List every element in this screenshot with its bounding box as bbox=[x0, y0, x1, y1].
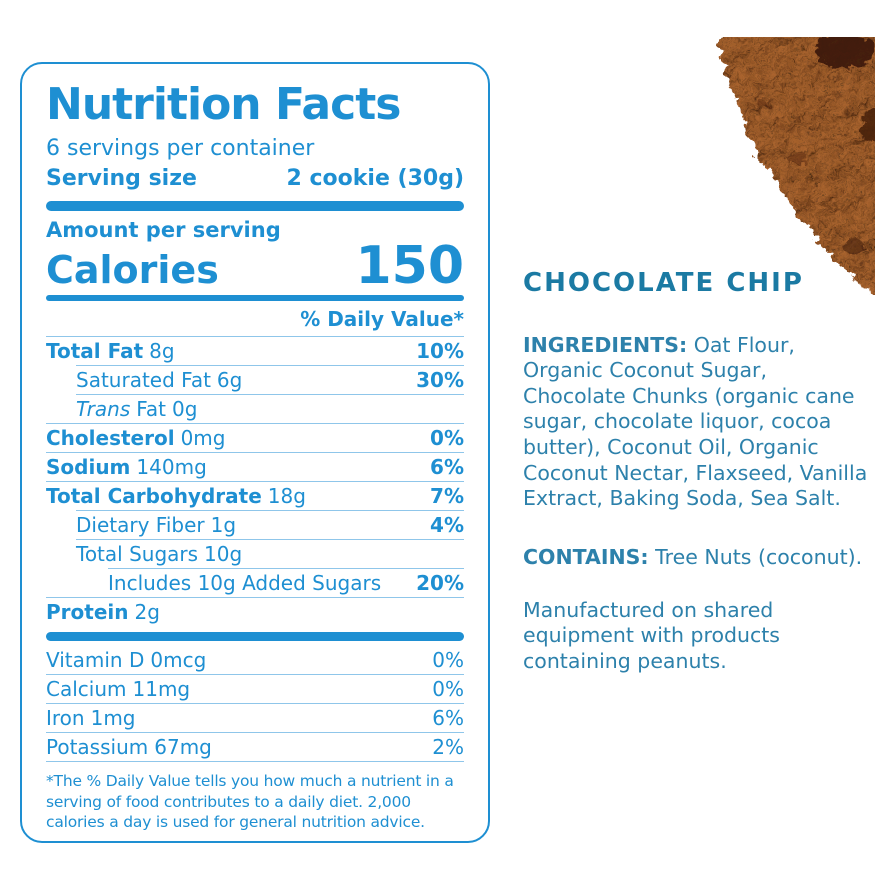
serving-size-row: Serving size 2 cookie (30g) bbox=[46, 166, 464, 191]
cookie-photo bbox=[700, 37, 875, 295]
micronutrient-rows: Vitamin D 0mcg 0% Calcium 11mg 0% Iron 1mg … bbox=[46, 646, 464, 763]
daily-value-header: % Daily Value* bbox=[300, 307, 464, 332]
contains-text: Tree Nuts (coconut). bbox=[655, 544, 863, 569]
daily-value-footnote: *The % Daily Value tells you how much a … bbox=[46, 772, 454, 832]
nutrient-row-trans-fat: Trans Fat 0g bbox=[76, 394, 464, 423]
nutrient-row-potassium: Potassium 67mg 2% bbox=[46, 732, 464, 761]
dv-value: 6% bbox=[430, 454, 464, 479]
nutrient-rows: Total Fat 8g 10% Saturated Fat 6g 30% Tran… bbox=[46, 336, 464, 626]
ingredients-text: Oat Flour, Organic Coconut Sugar, Chocol… bbox=[523, 332, 868, 511]
dv-value: 20% bbox=[416, 570, 464, 595]
ingredients-label: INGREDIENTS: bbox=[523, 332, 688, 357]
calories-value: 150 bbox=[355, 235, 464, 296]
dv-value: 0% bbox=[432, 647, 464, 672]
serving-size-label: Serving size bbox=[46, 165, 197, 191]
nutrient-row-total-sugars: Total Sugars 10g bbox=[76, 539, 464, 568]
contains-paragraph: CONTAINS: Tree Nuts (coconut). bbox=[523, 545, 862, 571]
dv-value: 10% bbox=[416, 338, 464, 363]
dv-value: 4% bbox=[430, 512, 464, 537]
thick-divider-top bbox=[46, 200, 464, 211]
thick-divider-bottom bbox=[46, 632, 464, 642]
dv-value: 7% bbox=[430, 483, 464, 508]
nutrient-row-vitamin-d: Vitamin D 0mcg 0% bbox=[46, 647, 464, 672]
serving-size-value: 2 cookie (30g) bbox=[286, 165, 464, 191]
nutrient-row-added-sugars: Includes 10g Added Sugars 20% bbox=[108, 568, 464, 597]
medium-divider bbox=[46, 295, 464, 302]
nutrient-row-saturated-fat: Saturated Fat 6g 30% bbox=[76, 365, 464, 394]
nutrition-facts-label: Nutrition Facts 6 servings per container… bbox=[20, 62, 490, 843]
dv-value: 0% bbox=[432, 676, 464, 701]
nutrient-row-total-carbohydrate: Total Carbohydrate 18g 7% bbox=[46, 481, 464, 510]
nutrient-row-cholesterol: Cholesterol 0mg 0% bbox=[46, 423, 464, 452]
dv-value: 2% bbox=[432, 734, 464, 759]
nutrient-row-calcium: Calcium 11mg 0% bbox=[46, 674, 464, 703]
nutrient-row-protein: Protein 2g bbox=[46, 597, 464, 626]
dv-value: 30% bbox=[416, 367, 464, 392]
calories-label: Calories bbox=[46, 248, 219, 293]
servings-per-container: 6 servings per container bbox=[46, 136, 315, 162]
nutrient-row-dietary-fiber: Dietary Fiber 1g 4% bbox=[76, 510, 464, 539]
nutrient-row-total-fat: Total Fat 8g 10% bbox=[46, 336, 464, 365]
flavor-title: CHOCOLATE CHIP bbox=[523, 267, 804, 298]
contains-label: CONTAINS: bbox=[523, 544, 649, 569]
nutrition-facts-title: Nutrition Facts bbox=[46, 79, 401, 130]
amount-per-serving-label: Amount per serving bbox=[46, 217, 281, 242]
calories-row: Calories 150 bbox=[46, 235, 464, 296]
cookie-photo-svg bbox=[717, 37, 875, 295]
ingredients-paragraph: INGREDIENTS: Oat Flour, Organic Coconut … bbox=[523, 333, 875, 512]
allergen-note: Manufactured on shared equipment with pr… bbox=[523, 597, 780, 673]
nutrient-row-sodium: Sodium 140mg 6% bbox=[46, 452, 464, 481]
dv-value: 0% bbox=[430, 425, 464, 450]
nutrient-row-iron: Iron 1mg 6% bbox=[46, 703, 464, 732]
dv-value: 6% bbox=[432, 705, 464, 730]
